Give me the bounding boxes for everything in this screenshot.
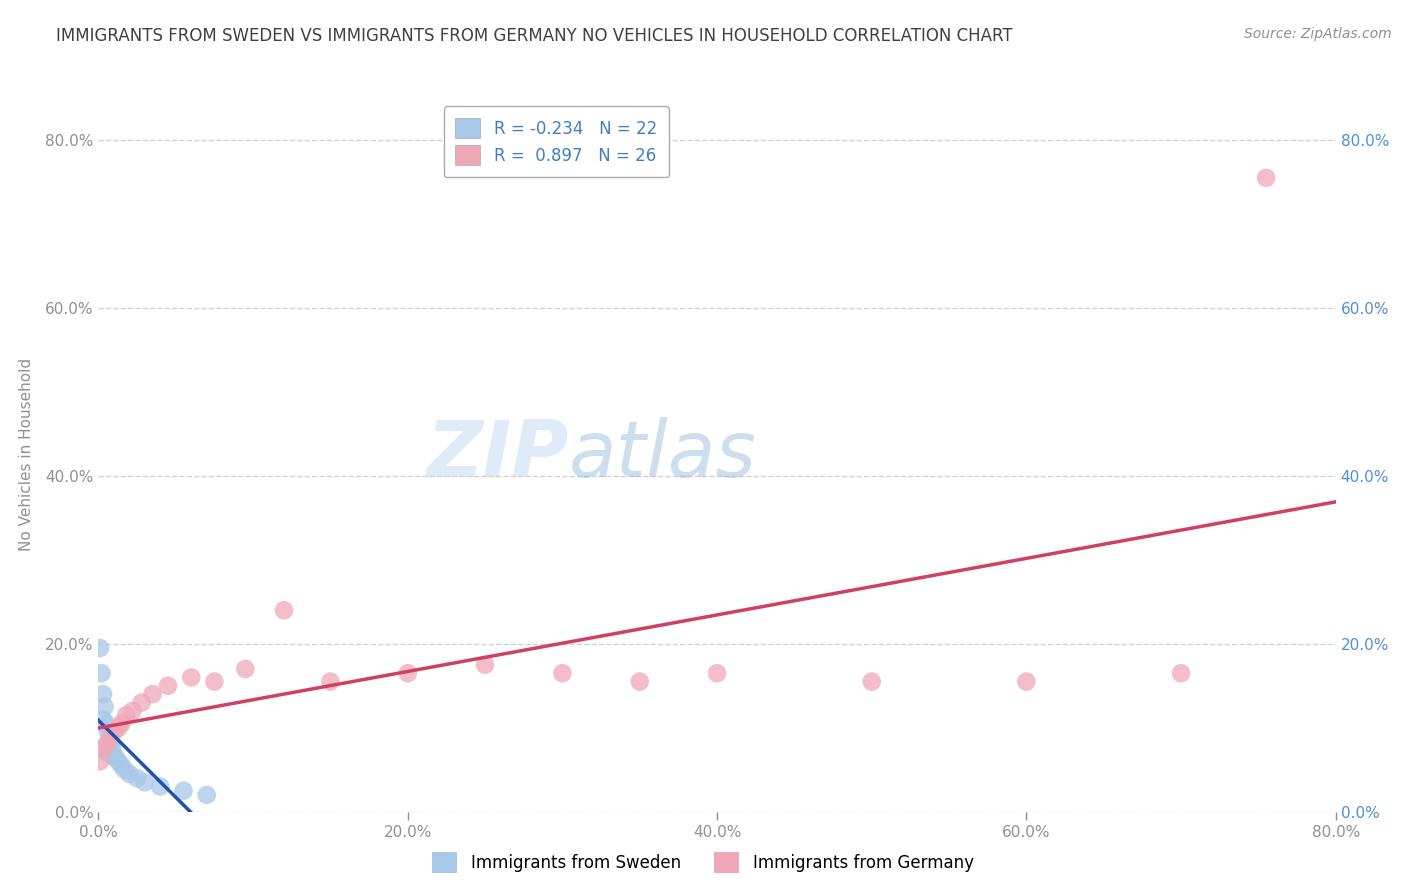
Point xyxy=(89,640,111,655)
Point xyxy=(204,674,226,689)
Point xyxy=(121,704,143,718)
Point xyxy=(127,771,149,785)
Point xyxy=(91,741,114,756)
Point xyxy=(103,725,125,739)
Point xyxy=(91,687,114,701)
Point xyxy=(706,666,728,681)
Point xyxy=(149,780,172,794)
Point xyxy=(628,674,651,689)
Point xyxy=(115,708,138,723)
Point xyxy=(96,738,118,752)
Point xyxy=(89,755,111,769)
Point xyxy=(107,755,129,769)
Point xyxy=(860,674,883,689)
Point xyxy=(107,721,129,735)
Point xyxy=(97,746,120,760)
Point xyxy=(1256,170,1278,185)
Point xyxy=(273,603,295,617)
Y-axis label: No Vehicles in Household: No Vehicles in Household xyxy=(18,359,34,551)
Text: atlas: atlas xyxy=(568,417,756,493)
Point xyxy=(97,725,120,739)
Legend: Immigrants from Sweden, Immigrants from Germany: Immigrants from Sweden, Immigrants from … xyxy=(426,846,980,880)
Point xyxy=(134,775,156,789)
Point xyxy=(98,733,121,747)
Point xyxy=(100,729,122,743)
Point xyxy=(118,767,141,781)
Point xyxy=(104,750,127,764)
Point xyxy=(101,741,124,756)
Point xyxy=(233,662,257,676)
Point xyxy=(111,716,132,731)
Point xyxy=(319,674,342,689)
Text: ZIP: ZIP xyxy=(426,417,568,493)
Point xyxy=(111,758,132,772)
Point xyxy=(141,687,165,701)
Point xyxy=(90,666,112,681)
Point xyxy=(131,696,153,710)
Point xyxy=(172,783,194,797)
Point xyxy=(396,666,419,681)
Point xyxy=(157,679,180,693)
Point xyxy=(93,699,115,714)
Point xyxy=(100,738,122,752)
Point xyxy=(195,788,218,802)
Point xyxy=(96,716,118,731)
Text: IMMIGRANTS FROM SWEDEN VS IMMIGRANTS FROM GERMANY NO VEHICLES IN HOUSEHOLD CORRE: IMMIGRANTS FROM SWEDEN VS IMMIGRANTS FRO… xyxy=(56,27,1012,45)
Point xyxy=(114,763,136,777)
Point xyxy=(1015,674,1038,689)
Point xyxy=(551,666,574,681)
Point xyxy=(103,750,125,764)
Legend: R = -0.234   N = 22, R =  0.897   N = 26: R = -0.234 N = 22, R = 0.897 N = 26 xyxy=(444,106,669,178)
Text: Source: ZipAtlas.com: Source: ZipAtlas.com xyxy=(1244,27,1392,41)
Point xyxy=(180,670,202,684)
Point xyxy=(91,712,114,726)
Point xyxy=(474,657,496,672)
Point xyxy=(1170,666,1192,681)
